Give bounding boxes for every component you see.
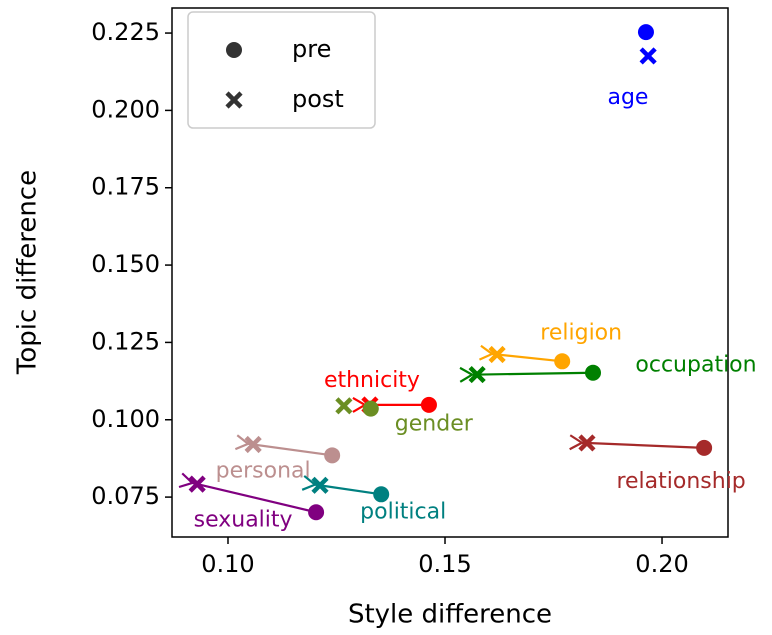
legend-label: pre bbox=[292, 35, 331, 63]
y-axis-label: Topic difference bbox=[13, 170, 43, 375]
arrow bbox=[178, 472, 317, 514]
pre-point bbox=[308, 504, 325, 521]
arrow bbox=[459, 366, 594, 383]
post-point bbox=[578, 434, 596, 452]
post-point bbox=[244, 435, 262, 454]
pre-point bbox=[324, 447, 341, 464]
pre-point bbox=[554, 353, 571, 370]
pre-point bbox=[362, 400, 379, 417]
group-label: ethnicity bbox=[324, 368, 420, 393]
group-label: religion bbox=[540, 320, 622, 345]
arrow bbox=[301, 475, 382, 496]
group-label: gender bbox=[395, 412, 474, 437]
legend-box bbox=[187, 11, 376, 129]
group-label: sexuality bbox=[194, 507, 293, 532]
arrow bbox=[234, 434, 333, 457]
post-point bbox=[639, 47, 657, 65]
pre-point bbox=[696, 439, 713, 456]
x-tick-label: 0.20 bbox=[635, 550, 688, 578]
post-point bbox=[488, 345, 506, 364]
legend-marker bbox=[225, 91, 243, 109]
post-point bbox=[188, 475, 206, 493]
legend-marker bbox=[226, 42, 242, 58]
group-label: political bbox=[360, 499, 446, 524]
pre-point bbox=[420, 396, 437, 413]
arrow bbox=[569, 434, 705, 451]
y-tick-label: 0.125 bbox=[91, 327, 160, 355]
legend-label: post bbox=[292, 85, 344, 113]
pre-point bbox=[637, 24, 654, 41]
x-tick-label: 0.15 bbox=[418, 550, 471, 578]
plot-frame bbox=[171, 7, 729, 538]
group-label: age bbox=[607, 85, 648, 110]
group-label: occupation bbox=[635, 353, 756, 378]
pre-point bbox=[373, 486, 390, 503]
y-tick-label: 0.225 bbox=[91, 18, 160, 46]
post-point bbox=[468, 365, 486, 384]
group-label: personal bbox=[216, 458, 311, 483]
y-tick-label: 0.100 bbox=[91, 405, 160, 433]
y-tick-label: 0.150 bbox=[91, 250, 160, 278]
pre-point bbox=[585, 364, 602, 381]
group-label: relationship bbox=[616, 469, 745, 494]
x-axis-label: Style difference bbox=[348, 600, 552, 630]
y-tick-label: 0.175 bbox=[91, 173, 160, 201]
post-point bbox=[335, 397, 353, 415]
x-tick-label: 0.10 bbox=[201, 550, 254, 578]
arrow bbox=[479, 344, 563, 363]
y-tick-label: 0.200 bbox=[91, 95, 160, 123]
y-tick-label: 0.075 bbox=[91, 482, 160, 510]
post-point bbox=[311, 476, 329, 494]
